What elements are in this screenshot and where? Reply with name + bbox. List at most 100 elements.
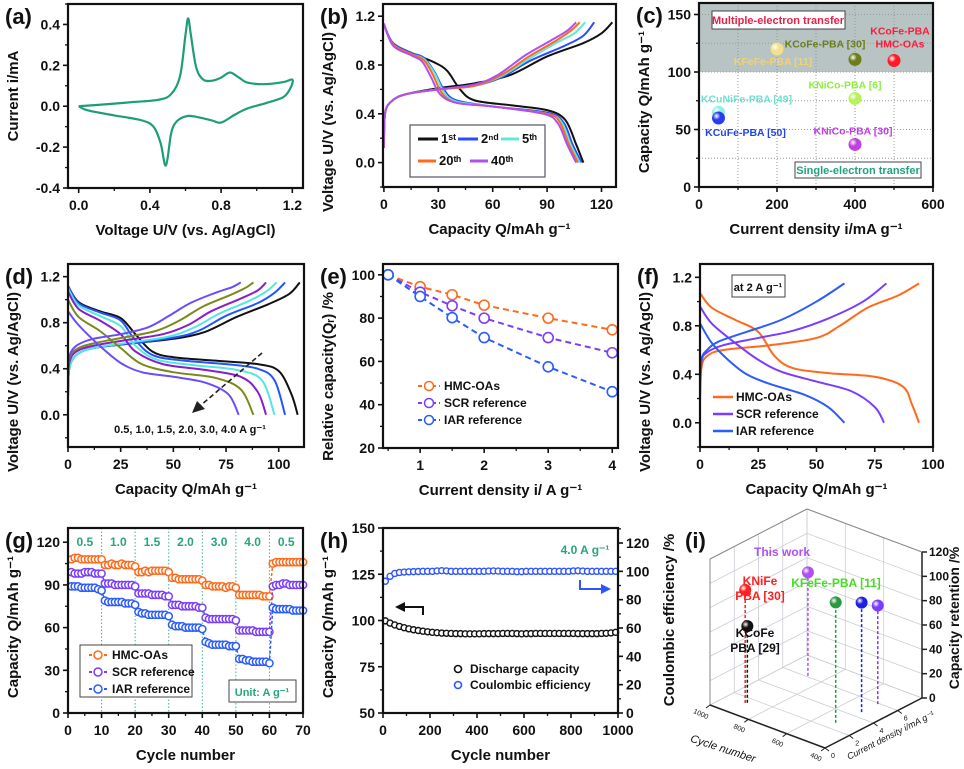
data-point (606, 324, 619, 336)
legend-marker (453, 664, 463, 674)
x-tick-label: 200 (418, 722, 442, 738)
legend-label: IAR reference (444, 413, 522, 427)
y2-axis-label: Coulombic efficiency /% (661, 534, 678, 707)
x-tick-label: 400 (843, 196, 867, 212)
y-tick-label: 4 (880, 728, 884, 735)
panel-label: (a) (5, 4, 32, 29)
y-tick-label: 80 (359, 310, 375, 326)
y-tick-label: 100 (352, 613, 376, 629)
legend-label: 1ˢᵗ (441, 131, 456, 146)
rate-segment-label: 1.5 (144, 535, 161, 549)
panel-h: Discharge capacity Coulombic efficiency 4.… (320, 520, 678, 764)
plot-area: Discharge capacity Coulombic efficiency 4.… (381, 543, 620, 692)
y-tick-label: 0.8 (356, 57, 376, 73)
legend-label: IAR reference (112, 682, 190, 696)
x-tick-label: 50 (809, 456, 825, 472)
point-label: KCuNiFe-PBA [49] (701, 93, 792, 105)
discharge-curve-0 (67, 285, 299, 416)
x-tick-label: 75 (867, 456, 883, 472)
y2-tick-label: 80 (626, 592, 642, 608)
y-tick-label: 0.0 (41, 98, 61, 114)
legend: 1ˢᵗ 2ⁿᵈ 5ᵗʰ 20ᵗʰ 40ᵗʰ (409, 124, 546, 178)
y-tick-label: 0 (52, 705, 60, 721)
plot-area: Multiple-electron transfer Single-electro… (699, 3, 933, 187)
legend-label: IAR reference (736, 424, 814, 438)
x-tick-label: 0.0 (69, 197, 89, 213)
point-label: KCoFe-PBA [30] (785, 38, 866, 50)
data-point (446, 288, 458, 301)
z-axis-label: Capacity retention /% (946, 546, 962, 689)
y-tick-label: 2 (855, 741, 859, 748)
plot-area (382, 21, 614, 164)
y-tick-label: 20 (359, 440, 375, 456)
x-tick-label: 1.2 (283, 197, 303, 213)
x-tick-label: 4 (608, 457, 616, 473)
plot-area: 0.5 1.0 1.5 2.0 3.0 4.0 0.5 HMC-OAs SCR referenc… (67, 528, 308, 713)
data-point (130, 600, 140, 610)
legend-label: Coulombic efficiency (470, 678, 591, 692)
x-tick-label: 400 (465, 722, 489, 738)
rate-segment-label: 0.5 (76, 535, 93, 549)
x-tick-label: 600 (921, 196, 945, 212)
legend-marker (93, 667, 103, 677)
legend-marker (453, 680, 463, 690)
rate-segment-label: 2.0 (177, 535, 194, 549)
x-tick-label: 100 (921, 456, 945, 472)
y-tick-label: 0.8 (41, 315, 61, 331)
y-tick-label: 0.4 (673, 366, 693, 382)
x-tick-label: 25 (750, 456, 766, 472)
y-axis-label: Voltage U/V (vs. Ag/AgCl) (5, 292, 22, 472)
data-point (478, 299, 490, 311)
y-tick-label: 0.0 (41, 407, 61, 423)
y-tick-label: 1.2 (356, 8, 376, 24)
x-tick-label: 40 (194, 722, 210, 738)
x-tick-label: 0 (696, 456, 704, 472)
arrow-left-icon (395, 602, 405, 612)
rate-segment-label: 1.0 (110, 535, 127, 549)
legend-marker (423, 397, 435, 409)
point-label: PBA [30] (735, 589, 785, 603)
y-tick (848, 735, 854, 739)
x-tick-label: 50 (228, 722, 244, 738)
data-point (606, 346, 619, 359)
z-tick-label: 80 (929, 594, 943, 608)
plot-area: HMC-OAs SCR reference IAR reference at 2 A … (699, 274, 920, 438)
charge-curve-1 (699, 282, 888, 397)
discharge-curve-1 (67, 285, 286, 416)
plot-frame (381, 526, 620, 715)
grid-line (758, 679, 874, 724)
x-tick-label: 0 (64, 722, 72, 738)
data-point (130, 581, 140, 591)
box-edge (709, 508, 808, 560)
legend-box (409, 124, 546, 178)
point-label: KCuFe-PBA [50] (705, 127, 786, 139)
y-tick-label: 50 (359, 705, 375, 721)
data-point (97, 569, 106, 578)
legend-label: 2ⁿᵈ (481, 131, 498, 146)
panel-label: (c) (636, 3, 663, 28)
data-point (848, 91, 862, 105)
point-label: KCoFe-PBA (870, 26, 930, 38)
charge-curve-5 (67, 281, 242, 381)
x-tick (705, 704, 711, 709)
x-axis-label: Current density i/mA g⁻¹ (729, 221, 902, 238)
data-point (382, 269, 394, 281)
x-tick-label: 30 (161, 722, 177, 738)
right-axis-arrow (579, 580, 603, 590)
plot-frame (66, 262, 306, 449)
data-point (848, 137, 862, 151)
y-axis-label: Voltage U/V (vs. Ag/AgCl) (320, 32, 337, 212)
panel-label: (e) (320, 264, 347, 289)
current-annotation: 4.0 A g⁻¹ (561, 543, 610, 557)
y-tick-label: 0 (831, 753, 835, 760)
rate-segment-label: 0.5 (278, 535, 295, 549)
x-tick-label: 120 (590, 196, 614, 212)
discharge-curve-1 (382, 24, 583, 164)
y-tick-label: 0 (683, 179, 691, 195)
y2-tick-label: 20 (626, 677, 642, 693)
y-tick (873, 722, 878, 727)
y-tick-label: 1.2 (673, 269, 693, 285)
x-tick-label: 70 (295, 722, 311, 738)
